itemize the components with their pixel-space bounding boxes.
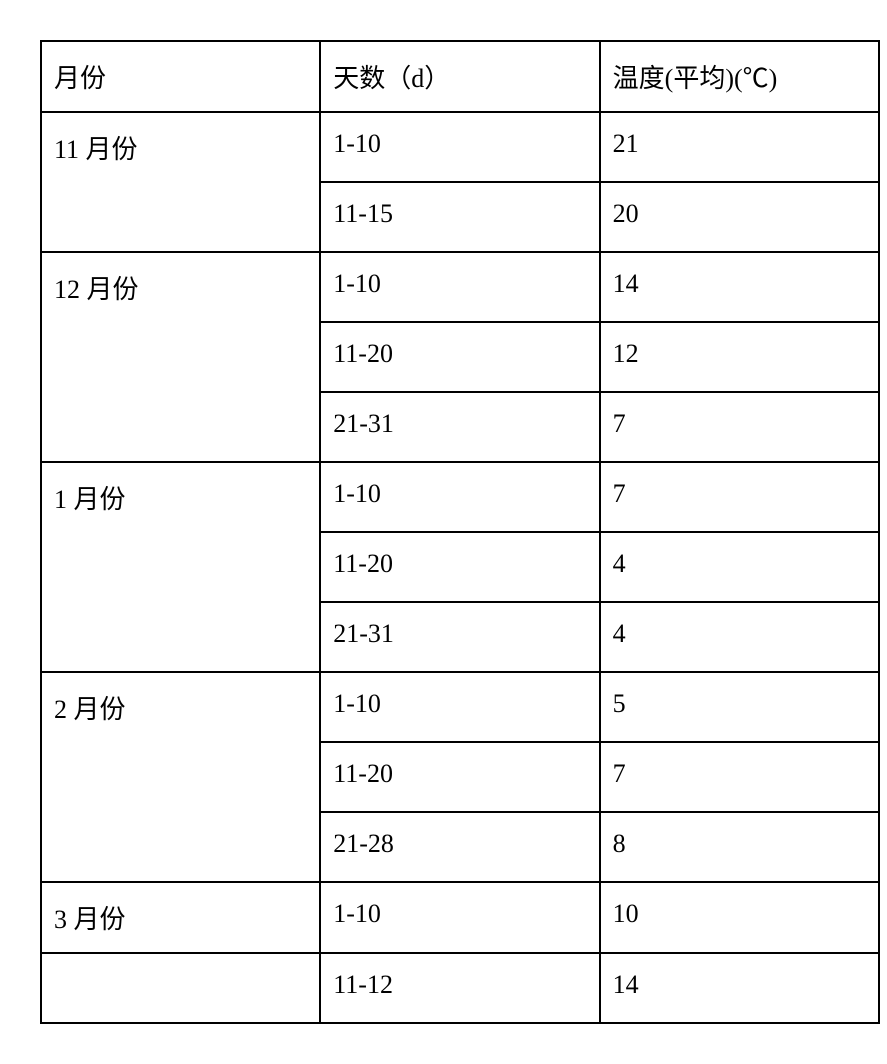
cell-temp: 7	[600, 392, 879, 462]
header-month: 月份	[41, 41, 320, 112]
cell-temp: 7	[600, 462, 879, 532]
cell-days: 21-31	[320, 602, 599, 672]
cell-days: 1-10	[320, 462, 599, 532]
table-row: 2 月份 1-10 5	[41, 672, 879, 742]
header-temp: 温度(平均)(℃)	[600, 41, 879, 112]
cell-temp: 5	[600, 672, 879, 742]
cell-temp: 4	[600, 602, 879, 672]
table-row: 11-12 14	[41, 953, 879, 1023]
cell-temp: 14	[600, 252, 879, 322]
cell-temp: 8	[600, 812, 879, 882]
cell-month: 2 月份	[41, 672, 320, 882]
cell-days: 1-10	[320, 252, 599, 322]
table-row: 12 月份 1-10 14	[41, 252, 879, 322]
cell-temp: 10	[600, 882, 879, 953]
header-days: 天数（d）	[320, 41, 599, 112]
cell-temp: 20	[600, 182, 879, 252]
cell-days: 1-10	[320, 882, 599, 953]
cell-temp: 14	[600, 953, 879, 1023]
cell-days: 11-20	[320, 322, 599, 392]
cell-days: 11-15	[320, 182, 599, 252]
cell-days: 21-28	[320, 812, 599, 882]
temperature-table: 月份 天数（d） 温度(平均)(℃) 11 月份 1-10 21 11-15 2…	[40, 40, 880, 1024]
cell-days: 11-12	[320, 953, 599, 1023]
cell-days: 11-20	[320, 532, 599, 602]
cell-days: 11-20	[320, 742, 599, 812]
cell-temp: 12	[600, 322, 879, 392]
table-row: 11 月份 1-10 21	[41, 112, 879, 182]
cell-temp: 4	[600, 532, 879, 602]
table-row: 3 月份 1-10 10	[41, 882, 879, 953]
cell-month: 11 月份	[41, 112, 320, 252]
table-body: 月份 天数（d） 温度(平均)(℃) 11 月份 1-10 21 11-15 2…	[41, 41, 879, 1023]
cell-month: 3 月份	[41, 882, 320, 953]
cell-month	[41, 953, 320, 1023]
cell-temp: 21	[600, 112, 879, 182]
cell-month: 1 月份	[41, 462, 320, 672]
cell-days: 1-10	[320, 112, 599, 182]
cell-temp: 7	[600, 742, 879, 812]
cell-month: 12 月份	[41, 252, 320, 462]
table-row: 1 月份 1-10 7	[41, 462, 879, 532]
cell-days: 21-31	[320, 392, 599, 462]
cell-days: 1-10	[320, 672, 599, 742]
table-header-row: 月份 天数（d） 温度(平均)(℃)	[41, 41, 879, 112]
